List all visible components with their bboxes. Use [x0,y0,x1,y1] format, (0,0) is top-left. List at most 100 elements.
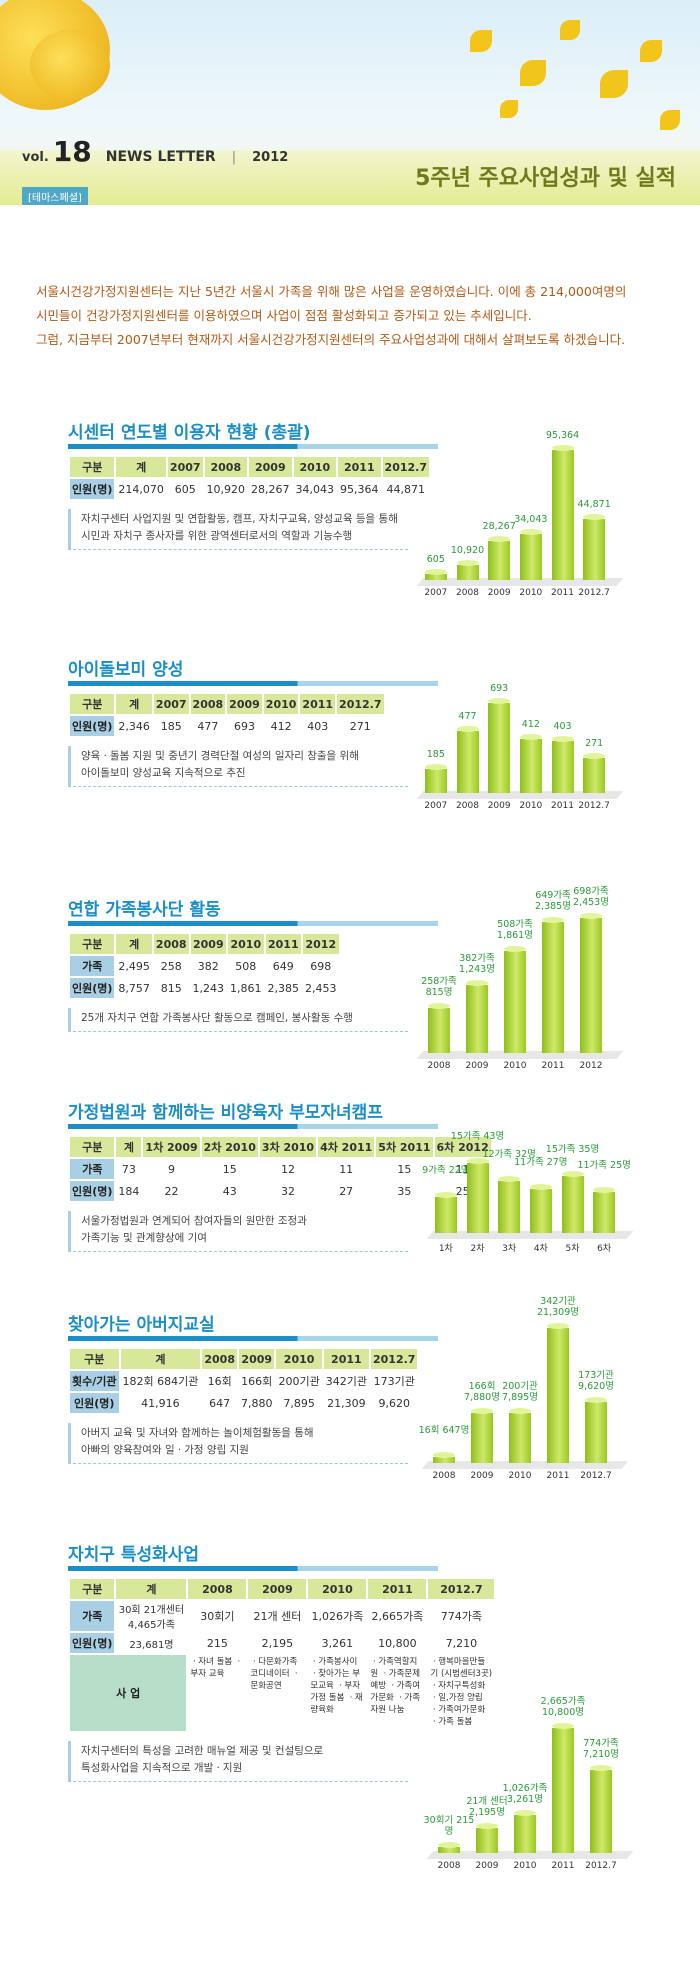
table-cell: 22 [164,1184,179,1198]
table-cell: 44,871 [386,482,426,496]
section-note: 25개 자치구 연합 가족봉사단 활동으로 캠페인, 봉사활동 수행 [68,1008,408,1032]
chart-bar [580,913,602,1053]
x-tick-label: 2008 [432,1471,456,1481]
bar-chart-annual-users: 605 2007 10,920 2008 28,267 2009 34,043 2010 95,… [410,412,624,602]
data-label: 2,665가족 10,800명 [540,1696,586,1718]
x-tick-label: 2011 [546,1471,570,1481]
vol-label: vol. [22,150,49,165]
table-header: 2012.7 [428,1579,495,1599]
data-label: 412 [521,719,540,731]
table-header: 2008 [202,1349,237,1369]
table-cell: 25 [455,1184,470,1198]
chart-bar [514,1810,536,1853]
row-header: 인원(명) [70,978,115,998]
table-header: 계 [120,1349,201,1369]
x-tick-label: 2008 [427,1061,451,1071]
row-header: 인원(명) [70,1181,115,1201]
table-cell: 271 [349,719,371,733]
table-cell: 7,895 [283,1396,315,1410]
chart-bar [551,735,574,793]
bar-chart-family-volunteer: 258가족 815명 2008 382가족 1,243명 2009 508가족 1,86… [410,880,624,1075]
data-label: 11가족 25명 [577,1160,631,1172]
chart-bar [466,1158,489,1233]
chart-bar [466,979,488,1053]
bar-chart-babysitter: 185 2007 477 2008 693 2009 412 2010 403 2011 271 20… [410,665,624,815]
chart-bar [471,1408,493,1463]
table-header: 계 [116,694,152,714]
table-header: 2008 [153,934,189,954]
table-header: 2011 [300,694,336,714]
table-header: 2007 [153,694,189,714]
table-cell: 23,681명 [129,1639,174,1651]
x-tick-label: 2009 [475,1861,499,1871]
note-line: 양육ㆍ돌봄 지원 및 중년기 경력단절 여성의 일자리 창출을 위해 [81,750,359,762]
row-header: 인원(명) [70,1393,119,1413]
x-tick-label: 2009 [470,1471,494,1481]
table-cell: 27 [339,1184,354,1198]
table-header: 2008 [204,457,248,477]
data-label: 12가족 32명 [482,1148,536,1160]
table-header: 구분 [70,457,115,477]
data-label: 15가족 43명 [450,1131,505,1142]
data-label: 403 [553,720,572,732]
table-cell: 43 [222,1184,237,1198]
x-tick-label: 2009 [487,801,511,811]
table-cell: 2,495 [118,959,150,973]
table-cell: 2,665가족 [371,1610,424,1623]
table-header: 2009 [238,1349,275,1369]
title-underline [68,1124,438,1129]
table-cell: 1,026가족 [311,1610,364,1623]
data-label: 34,043 [514,513,548,525]
table-header: 구분 [70,1137,115,1157]
x-tick-label: 2008 [437,1861,461,1871]
table-cell: 8,757 [118,981,150,995]
header-band [0,150,700,205]
chart-bar [424,569,447,580]
data-label: 173기관 9,620명 [578,1370,614,1393]
chart-bar [434,1192,457,1233]
ginkgo-leaf-icon [520,60,546,86]
data-label: 16회 647명 [418,1425,470,1436]
note-line: 자치구센터 사업지원 및 연합활동, 캠프, 자치구교육, 양성교육 등을 통해 [81,513,398,525]
chart-bar [561,1171,584,1233]
table-header: 2012.7 [337,694,384,714]
chart-bar [585,1397,607,1463]
volume-info: vol. 18 NEWS LETTER | 2012 [22,135,289,168]
intro-line: 그럼, 지금부터 2007년부터 현재까지 서울시건강가정지원센터의 주요사업성… [36,332,626,347]
ginkgo-leaf-icon [600,70,628,98]
chart-bar [456,560,479,580]
x-tick-label: 2011 [551,1861,575,1871]
data-label: 382가족 1,243명 [459,952,495,975]
ginkgo-leaf-icon [560,20,580,40]
note-line: 가족기능 및 관계향상에 기여 [81,1232,207,1244]
data-label: 15가족 35명 [545,1144,600,1156]
x-tick-label: 2010 [519,801,543,811]
data-label: 342기관 21,309명 [537,1296,579,1318]
table-cell: 184 [118,1184,140,1198]
section-title: 찾아가는 아버지교실 [68,1315,215,1335]
table-header: 2010 [263,694,299,714]
table-cell: ㆍ다문화가족 코디네이터 ㆍ문화공연 [250,1657,301,1691]
data-label: 698가족 2,453명 [573,886,609,908]
table-header: 구분 [70,1349,119,1369]
table-cell: ㆍ자녀 돌봄 ㆍ부자 교육 [190,1657,243,1679]
chart-bar [424,763,447,793]
data-label: 605 [426,554,445,565]
table-cell: 403 [307,719,329,733]
x-tick-label: 5차 [565,1244,580,1254]
table-cell: 2,453 [305,981,337,995]
row-header: 가족 [70,1601,115,1631]
table-header: 6차 2012 [434,1137,491,1157]
chart-bar [438,1842,460,1853]
section-district-special: 자치구 특성화사업 구분 계 2008 2009 2010 2011 2012.7 가족 30… [68,1540,496,1782]
table-cell: 182회 684기관 [122,1375,199,1388]
data-label: 30회기 215명 [423,1815,475,1837]
data-label: 774가족 7,210명 [583,1737,619,1760]
ginkgo-leaf-icon [500,100,518,118]
header-banner: vol. 18 NEWS LETTER | 2012 5주년 주요사업성과 및 실적 [… [0,0,700,205]
table-header: 2011 [323,1349,369,1369]
table-cell: 10,800 [378,1636,417,1650]
section-note: 자치구센터의 특성을 고려한 매뉴얼 제공 및 컨설팅으로 특성화사업을 지속적으… [68,1741,408,1782]
chart-bar [428,1003,450,1053]
section-title: 자치구 특성화사업 [68,1545,200,1565]
